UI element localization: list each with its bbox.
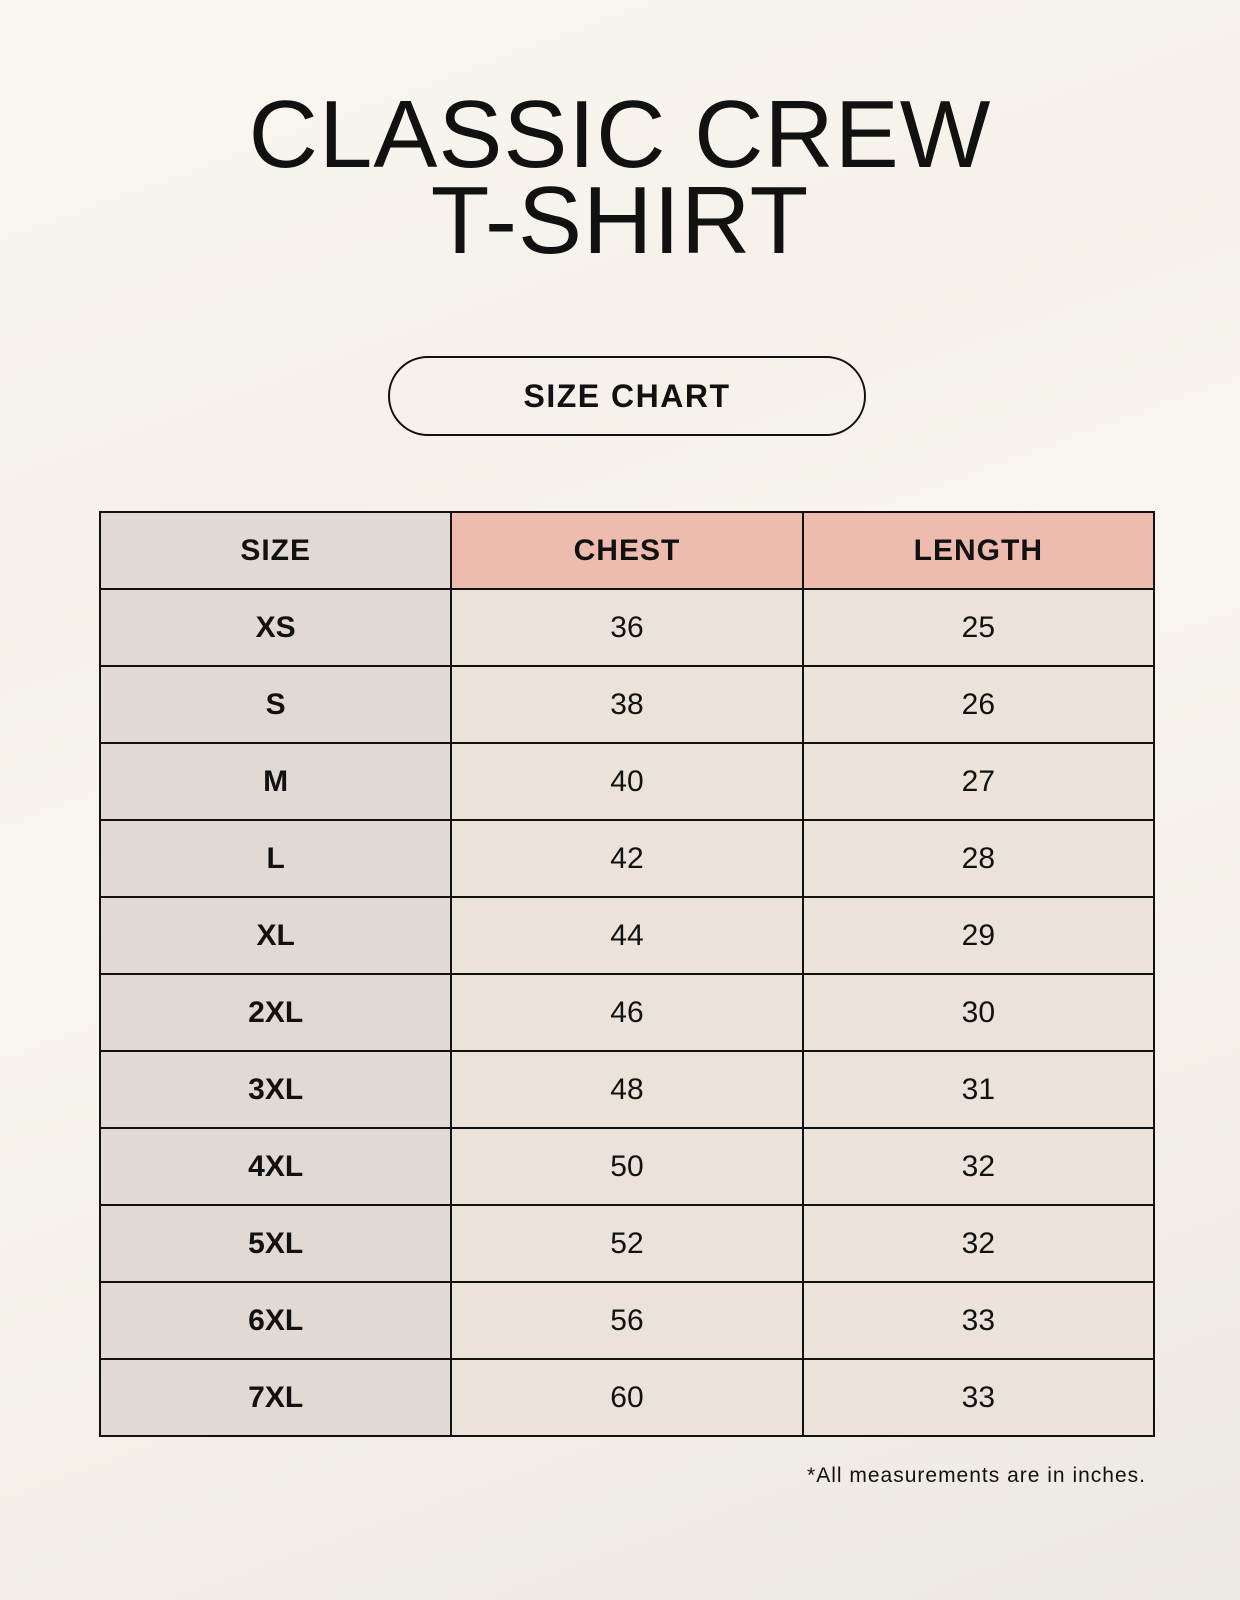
cell-size: M xyxy=(98,742,453,821)
cell-chest: 36 xyxy=(450,588,804,667)
cell-size: 4XL xyxy=(98,1127,453,1206)
header-size: SIZE xyxy=(98,511,453,590)
cell-chest: 46 xyxy=(450,973,804,1052)
cell-length: 29 xyxy=(801,896,1156,975)
header-row: SIZE CHEST LENGTH xyxy=(98,511,1156,590)
table-row: 2XL 46 30 xyxy=(98,973,1156,1052)
cell-length: 26 xyxy=(801,665,1156,744)
cell-size: L xyxy=(98,819,453,898)
cell-size: XL xyxy=(98,896,453,975)
title-line-1: CLASSIC CREW xyxy=(248,81,992,188)
cell-size: S xyxy=(98,665,453,744)
cell-chest: 48 xyxy=(450,1050,804,1129)
cell-chest: 60 xyxy=(450,1358,804,1437)
table-row: XL 44 29 xyxy=(98,896,1156,975)
header-chest: CHEST xyxy=(450,511,804,590)
cell-length: 27 xyxy=(801,742,1156,821)
cell-chest: 50 xyxy=(450,1127,804,1206)
table-row: 5XL 52 32 xyxy=(98,1204,1156,1283)
cell-chest: 56 xyxy=(450,1281,804,1360)
table-row: L 42 28 xyxy=(98,819,1156,898)
cell-length: 31 xyxy=(801,1050,1156,1129)
cell-length: 28 xyxy=(801,819,1156,898)
cell-size: 5XL xyxy=(98,1204,453,1283)
header-length: LENGTH xyxy=(801,511,1156,590)
cell-chest: 42 xyxy=(450,819,804,898)
cell-size: 2XL xyxy=(98,973,453,1052)
cell-chest: 40 xyxy=(450,742,804,821)
size-chart-badge: SIZE CHART xyxy=(388,356,866,436)
page-title: CLASSIC CREW T-SHIRT xyxy=(0,81,1240,274)
cell-length: 25 xyxy=(801,588,1156,667)
size-table: SIZE CHEST LENGTH XS 36 25 S 38 26 M 40 27 L 42 28 X… xyxy=(98,511,1156,1437)
cell-size: 7XL xyxy=(98,1358,453,1437)
cell-length: 32 xyxy=(801,1127,1156,1206)
cell-size: XS xyxy=(98,588,453,667)
table-row: 4XL 50 32 xyxy=(98,1127,1156,1206)
cell-length: 33 xyxy=(801,1281,1156,1360)
cell-length: 33 xyxy=(801,1358,1156,1437)
cell-chest: 52 xyxy=(450,1204,804,1283)
cell-length: 30 xyxy=(801,973,1156,1052)
table-row: 6XL 56 33 xyxy=(98,1281,1156,1360)
table-row: 3XL 48 31 xyxy=(98,1050,1156,1129)
cell-size: 6XL xyxy=(98,1281,453,1360)
title-line-2: T-SHIRT xyxy=(430,167,810,274)
table-row: 7XL 60 33 xyxy=(98,1358,1156,1437)
cell-chest: 38 xyxy=(450,665,804,744)
cell-length: 32 xyxy=(801,1204,1156,1283)
cell-chest: 44 xyxy=(450,896,804,975)
cell-size: 3XL xyxy=(98,1050,453,1129)
table-row: M 40 27 xyxy=(98,742,1156,821)
table-row: S 38 26 xyxy=(98,665,1156,744)
footnote: *All measurements are in inches. xyxy=(807,1464,1146,1487)
table-row: XS 36 25 xyxy=(98,588,1156,667)
